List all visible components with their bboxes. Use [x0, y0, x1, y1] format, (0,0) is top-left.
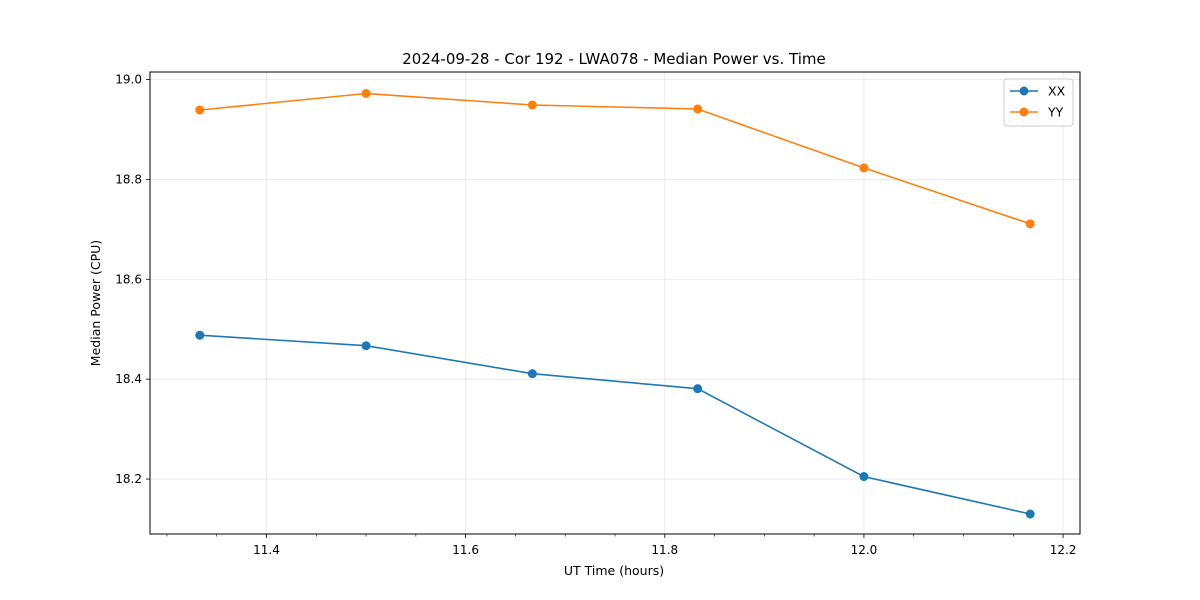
legend-marker-xx — [1019, 86, 1029, 96]
data-point-yy — [527, 100, 537, 110]
x-tick-label: 12.2 — [1050, 543, 1077, 557]
data-point-xx — [527, 369, 537, 379]
plot-area-frame — [149, 71, 1081, 535]
data-point-yy — [195, 105, 205, 115]
data-point-xx — [195, 330, 205, 340]
data-point-yy — [859, 163, 869, 173]
legend-label-xx: XX — [1048, 84, 1066, 99]
chart-title: 2024-09-28 - Cor 192 - LWA078 - Median P… — [402, 50, 826, 68]
y-tick-label: 18.4 — [115, 372, 142, 386]
x-tick-label: 12.0 — [851, 543, 878, 557]
y-tick-label: 18.6 — [115, 272, 142, 286]
grid-lines — [150, 72, 1080, 534]
x-tick-label: 11.6 — [452, 543, 479, 557]
data-point-xx — [1025, 509, 1035, 519]
legend: XX YY — [1003, 78, 1074, 127]
x-tick-label: 11.8 — [651, 543, 678, 557]
x-axis-label: UT Time (hours) — [564, 563, 664, 578]
legend-label-yy: YY — [1047, 105, 1064, 120]
y-axis-label: Median Power (CPU) — [88, 240, 103, 366]
data-point-yy — [361, 88, 371, 98]
series-line-yy — [199, 92, 1031, 225]
y-tick-label: 19.0 — [115, 72, 142, 86]
x-tick-label: 11.4 — [253, 543, 280, 557]
data-point-xx — [693, 384, 703, 394]
y-tick-label: 18.8 — [115, 172, 142, 186]
data-point-xx — [361, 341, 371, 351]
series-group — [195, 88, 1035, 519]
axis-ticks: 11.4 11.6 11.8 12.0 12.2 18.2 18.4 18.6 18.8 19.0 — [115, 72, 1076, 557]
legend-marker-yy — [1019, 107, 1029, 117]
data-point-yy — [693, 104, 703, 114]
series-line-xx — [199, 334, 1031, 515]
data-point-yy — [1025, 219, 1035, 229]
data-point-xx — [859, 472, 869, 482]
y-tick-label: 18.2 — [115, 472, 142, 486]
